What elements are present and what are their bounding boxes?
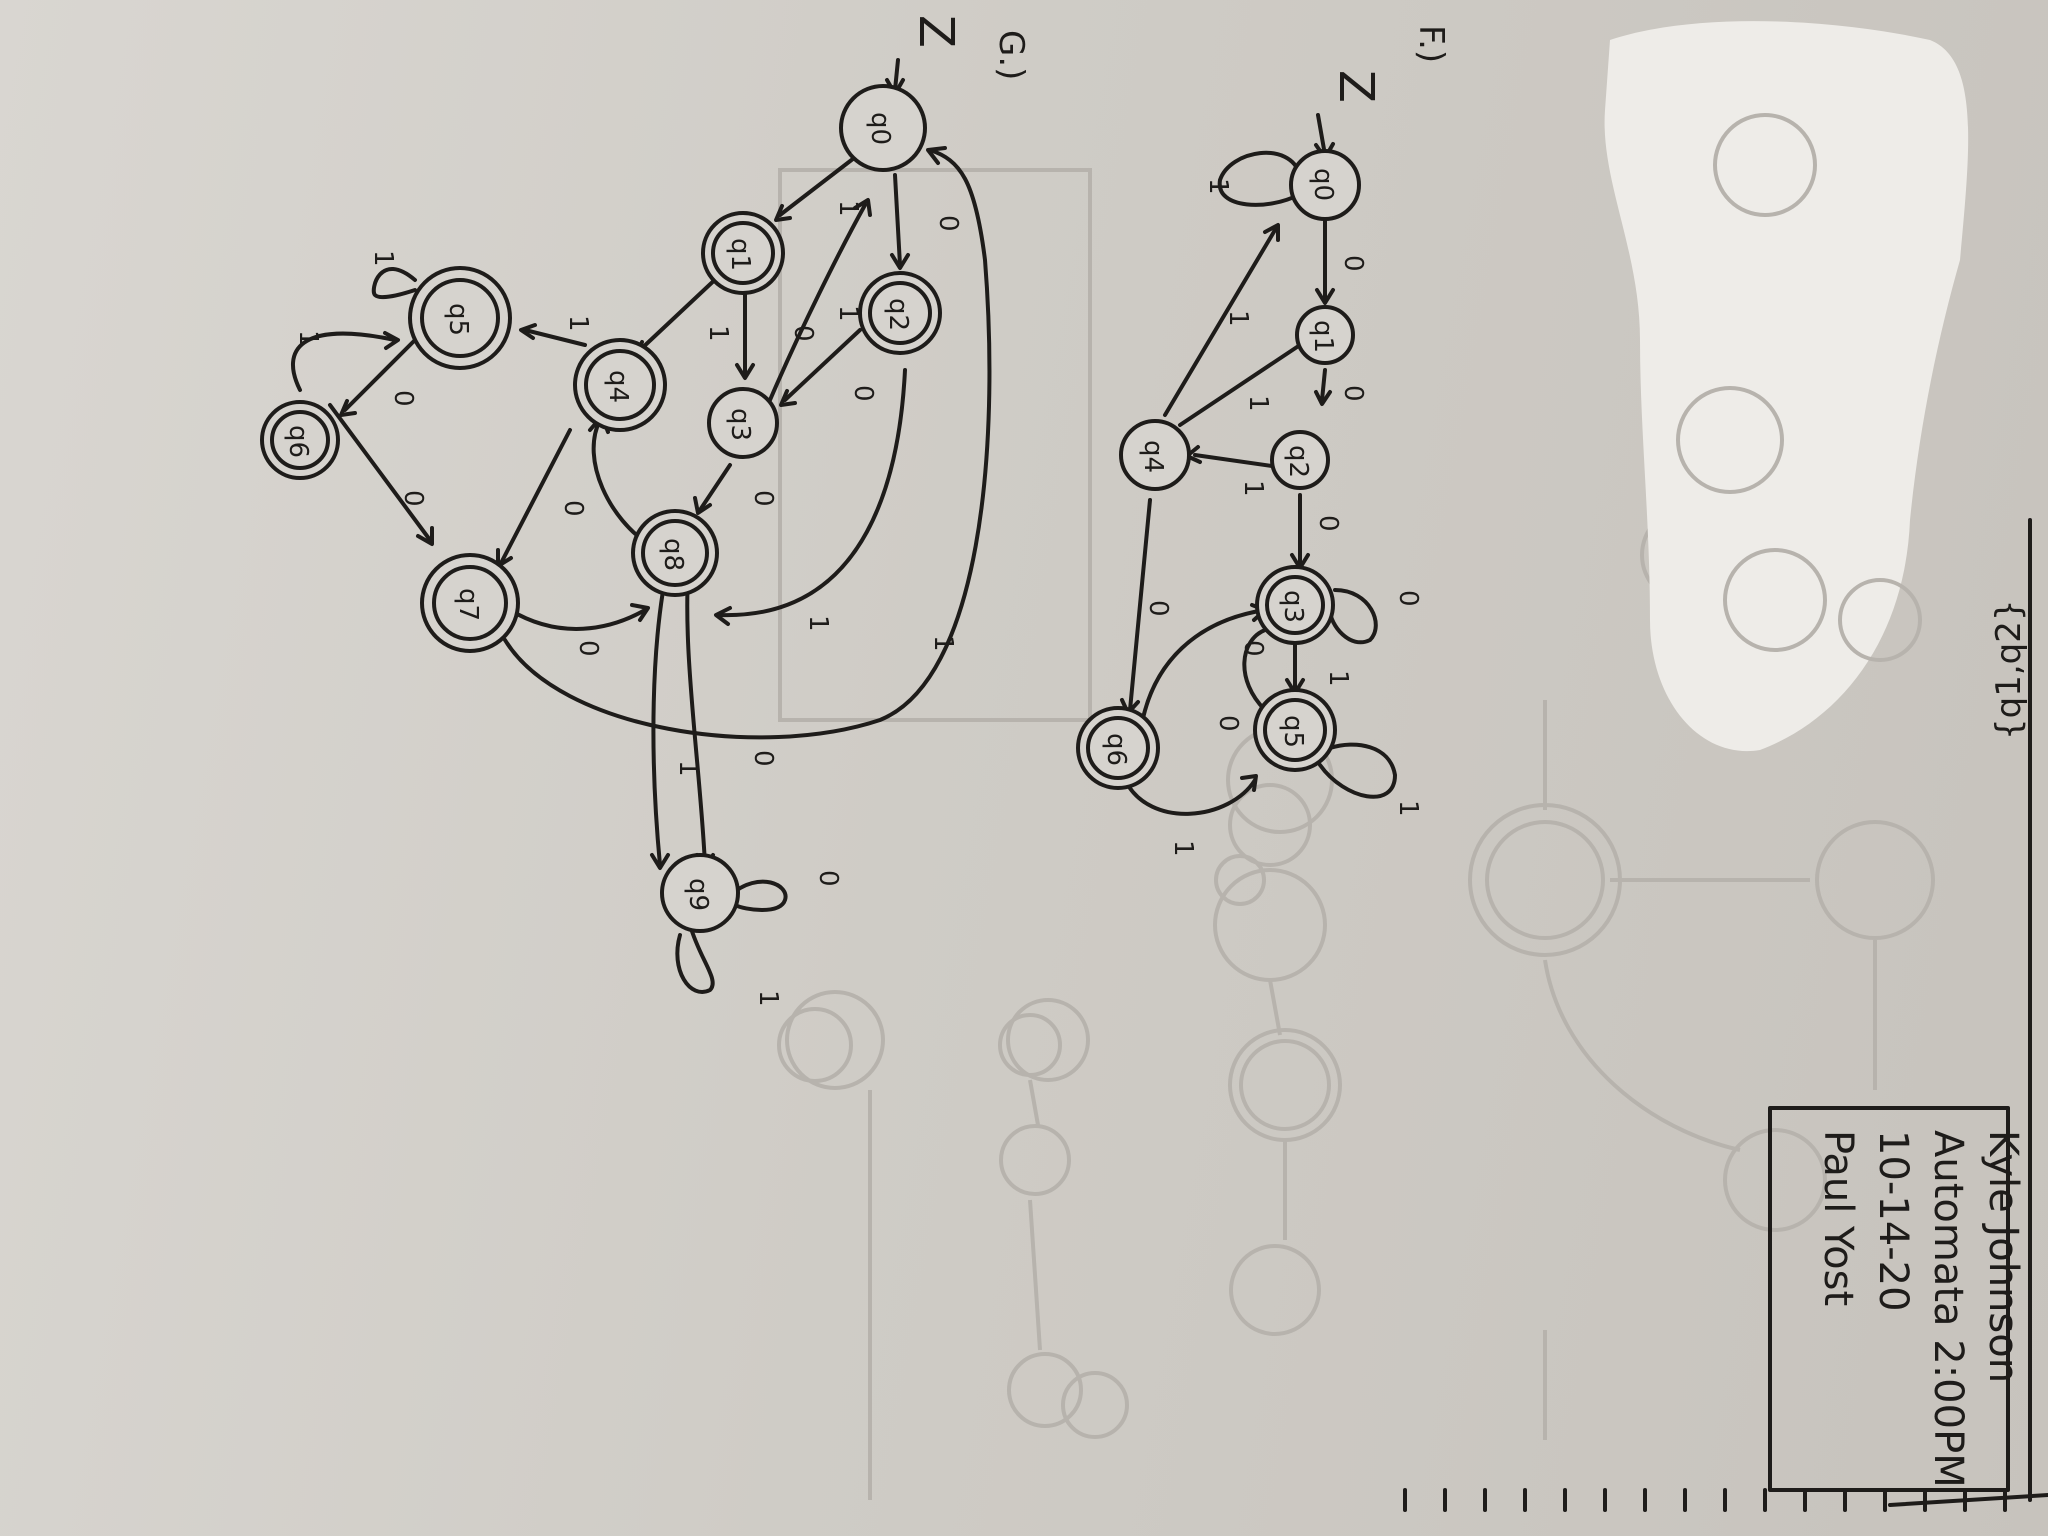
f-edge-label: 1	[1168, 840, 1198, 857]
bleed-through-marks	[777, 168, 1935, 1500]
g-edge-label: 0	[848, 385, 878, 402]
g-state-q4-label: q4	[603, 370, 633, 403]
f-state-q6-label: q6	[1101, 733, 1131, 766]
g-state-q9-label: q9	[683, 878, 713, 911]
g-edge-label: 1	[368, 250, 398, 267]
f-state-q0-label: q0	[1308, 168, 1338, 201]
g-edge-label: 1	[833, 200, 863, 217]
g-state-q0-label: q0	[865, 112, 895, 145]
g-state-q0	[839, 84, 927, 172]
f-edge-label: 1	[1243, 395, 1273, 412]
g-state-q4	[573, 338, 667, 432]
f-edge-label: 0	[1238, 640, 1268, 657]
g-edge-label: 0	[813, 870, 843, 887]
g-edge-label: 1	[753, 990, 783, 1007]
g-state-q7-label: q7	[453, 588, 483, 621]
f-state-q2	[1270, 430, 1330, 490]
f-state-q5-label: q5	[1278, 715, 1308, 748]
corner-text: {q1,q2}	[1989, 600, 2029, 741]
f-edge-label: 1	[1323, 670, 1353, 687]
f-edge-label: 0	[1338, 385, 1368, 402]
part-g-start-marker: Z	[908, 15, 964, 48]
f-state-q2-label: q2	[1283, 445, 1313, 478]
part-g-diagram: G.) Z	[260, 15, 1031, 1007]
g-edge-label: 0	[558, 500, 588, 517]
g-state-q3-label: q3	[725, 408, 755, 441]
ruler-ticks	[1403, 518, 2048, 1512]
g-state-q5	[408, 266, 512, 370]
g-edge-label: 1	[928, 635, 958, 652]
f-edge-label: 0	[1393, 590, 1423, 607]
g-state-q6-label: q6	[283, 425, 313, 458]
f-state-q4	[1119, 419, 1191, 491]
f-edge-label: 1	[1203, 178, 1233, 195]
f-state-q1-label: q1	[1308, 320, 1338, 353]
info-line-name: Kyle Johnson	[1980, 1130, 2026, 1383]
g-edge-label: 1	[703, 325, 733, 342]
g-edge-label: 0	[398, 490, 428, 507]
g-edge-label: 1	[673, 760, 703, 777]
f-edge-label: 1	[1238, 480, 1268, 497]
g-edge-label: 0	[933, 215, 963, 232]
g-state-q3	[707, 387, 779, 459]
g-edge-label: 0	[388, 390, 418, 407]
g-state-q8	[631, 509, 719, 597]
g-state-q1-label: q1	[725, 238, 755, 271]
f-edge-label: 0	[1143, 600, 1173, 617]
g-edge-label: 1	[293, 330, 323, 347]
f-edge-label: 0	[1213, 715, 1243, 732]
part-f-diagram: F.) Z	[1076, 25, 1451, 857]
g-edge-label: 0	[748, 490, 778, 507]
whiteout-ghost-marks	[1676, 113, 1922, 662]
g-state-q5-label: q5	[443, 303, 473, 336]
info-line-instructor: Paul Yost	[1815, 1130, 1861, 1306]
part-f-start-marker: Z	[1328, 70, 1384, 103]
f-edge-label: 1	[1223, 310, 1253, 327]
f-edge-label: 0	[1338, 255, 1368, 272]
part-f-label: F.)	[1411, 25, 1451, 63]
g-edge-label: 0	[573, 640, 603, 657]
whiteout-patch	[1604, 21, 1969, 752]
info-line-date: 10-14-20	[1870, 1130, 1916, 1312]
g-edge-label: 0	[788, 325, 818, 342]
g-edge-label: 1	[803, 615, 833, 632]
g-state-q7	[420, 553, 520, 653]
f-edge-label: 1	[1393, 800, 1423, 817]
g-edge-label: 0	[748, 750, 778, 767]
g-state-q8-label: q8	[658, 538, 688, 571]
part-g-label: G.)	[991, 30, 1031, 80]
g-state-q2-label: q2	[883, 298, 913, 331]
g-state-q9	[660, 853, 740, 933]
info-line-course: Automata 2:00PM	[1925, 1130, 1971, 1488]
f-state-q1	[1295, 305, 1355, 365]
f-state-q4-label: q4	[1138, 440, 1168, 473]
f-edge-label: 0	[1313, 515, 1343, 532]
f-state-q0	[1289, 149, 1361, 221]
g-edge-label: 1	[563, 315, 593, 332]
f-state-q3-label: q3	[1278, 590, 1308, 623]
g-edge-label: 1	[833, 305, 863, 322]
info-box: Kyle Johnson Automata 2:00PM 10-14-20 Pa…	[1768, 1106, 2026, 1492]
